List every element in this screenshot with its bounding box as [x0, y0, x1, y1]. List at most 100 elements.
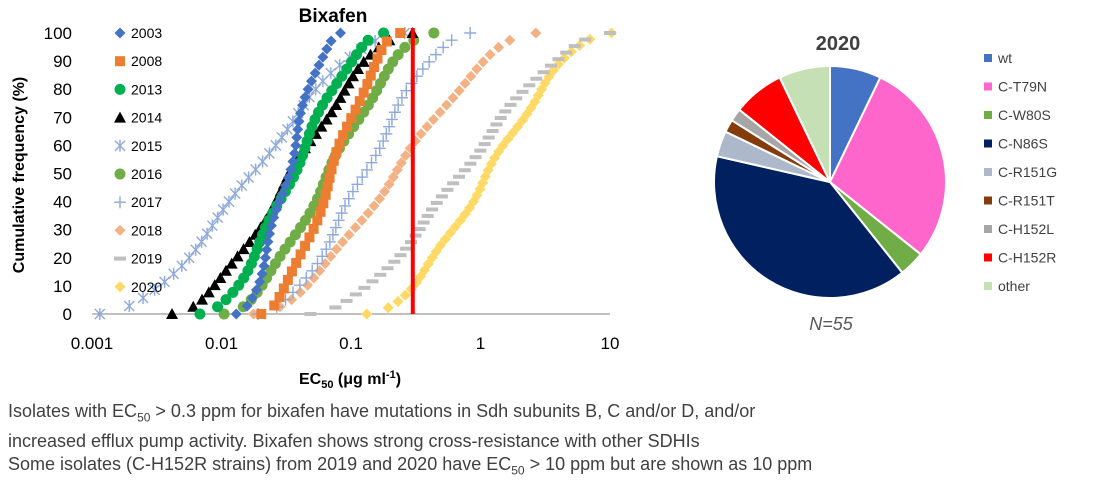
data-point — [429, 48, 442, 61]
pie-legend-item: C-R151G — [984, 164, 1057, 180]
data-point — [340, 298, 353, 303]
data-point — [219, 264, 232, 276]
legend-label: 2013 — [131, 81, 162, 97]
pie-title: 2020 — [816, 33, 861, 55]
data-point — [217, 203, 229, 216]
data-point — [400, 246, 413, 251]
data-point — [289, 147, 301, 159]
pie-slice — [778, 64, 831, 183]
legend-label: 2003 — [131, 25, 162, 41]
legend-label: 2017 — [131, 194, 162, 210]
data-point — [269, 300, 280, 311]
data-point — [321, 43, 333, 55]
data-point — [579, 37, 592, 42]
data-point — [159, 275, 171, 288]
data-point — [214, 271, 227, 283]
data-point — [544, 63, 557, 68]
data-point — [530, 27, 542, 39]
data-point — [339, 199, 352, 212]
data-point — [453, 85, 465, 97]
data-point — [308, 272, 320, 284]
data-point — [212, 301, 224, 313]
data-point — [274, 291, 285, 302]
data-point — [201, 227, 213, 240]
data-point — [287, 286, 300, 299]
data-point — [409, 233, 422, 238]
pie-slice — [713, 154, 904, 299]
data-point — [486, 129, 499, 134]
data-point — [94, 308, 106, 320]
y-tick-label: 0 — [63, 305, 72, 324]
data-point — [356, 214, 368, 226]
caption-line-3-b: > 10 ppm but are shown as 10 ppm — [524, 453, 813, 474]
data-point — [441, 187, 454, 192]
data-point — [504, 34, 516, 46]
pie-legend: wt C-T79N C-W80S C-N86S C-R151G C-R151T C-H152… — [984, 50, 1057, 294]
data-point — [286, 266, 297, 277]
data-point — [265, 220, 277, 232]
legend-item: 2003 — [114, 25, 162, 41]
data-point — [368, 200, 380, 212]
pie-legend-label: wt — [997, 50, 1012, 66]
data-point — [278, 283, 289, 294]
data-point — [346, 113, 357, 124]
data-point — [510, 96, 523, 101]
data-point — [388, 259, 401, 264]
legend-item: 2015 — [114, 138, 162, 154]
legend-marker — [114, 196, 126, 209]
data-point — [360, 163, 373, 176]
data-point — [187, 300, 200, 312]
pie-legend-label: C-W80S — [998, 107, 1051, 123]
data-point — [338, 130, 349, 141]
data-point — [206, 219, 218, 232]
x-axis-label-main: EC — [299, 371, 322, 388]
caption-line-1: Isolates with EC50 > 0.3 ppm for bixafen… — [8, 400, 1108, 430]
data-point — [328, 155, 339, 166]
data-point — [264, 228, 276, 240]
data-point — [369, 62, 380, 73]
data-point — [263, 147, 275, 160]
data-point — [194, 308, 206, 320]
data-point — [392, 49, 404, 61]
pie-legend-swatch — [984, 111, 992, 119]
pie-legend-item: C-H152L — [984, 221, 1054, 237]
legend-label: 2014 — [131, 110, 162, 126]
data-point — [291, 131, 303, 143]
y-tick-label: 50 — [53, 165, 72, 184]
data-point — [304, 312, 317, 316]
data-point — [447, 92, 459, 104]
data-point — [250, 284, 262, 296]
data-point — [306, 264, 319, 277]
data-point — [322, 181, 333, 192]
bixafen-ec50-chart: Bixafen Cumulative frequency (%) 0 10 20 30… — [11, 6, 619, 391]
caption-line-3-sub: 50 — [511, 463, 525, 478]
legend-label: 2016 — [131, 166, 162, 182]
caption-line-1-a: Isolates with EC — [8, 401, 138, 421]
data-point — [512, 121, 524, 133]
data-point — [439, 233, 451, 245]
data-point — [338, 84, 351, 96]
pie-legend-swatch — [984, 196, 992, 205]
data-point — [490, 122, 503, 127]
data-point — [313, 59, 325, 71]
data-point — [435, 194, 448, 199]
data-point — [351, 63, 364, 75]
data-point — [259, 252, 271, 264]
pie-sample-size: N=55 — [809, 314, 854, 334]
data-point — [236, 179, 248, 192]
data-point — [516, 89, 529, 94]
data-point — [305, 75, 317, 87]
data-point — [293, 279, 306, 292]
data-point — [295, 107, 307, 119]
x-axis-label-close: ) — [396, 371, 401, 388]
pie-legend-item: wt — [984, 50, 1012, 66]
data-point — [458, 168, 471, 173]
data-point — [276, 131, 288, 144]
data-point — [484, 49, 496, 61]
pie-legend-item: C-R151T — [984, 193, 1055, 209]
data-point — [285, 163, 297, 175]
data-point — [311, 257, 324, 270]
data-point — [395, 157, 407, 169]
data-point — [568, 44, 581, 49]
data-point — [502, 133, 514, 145]
